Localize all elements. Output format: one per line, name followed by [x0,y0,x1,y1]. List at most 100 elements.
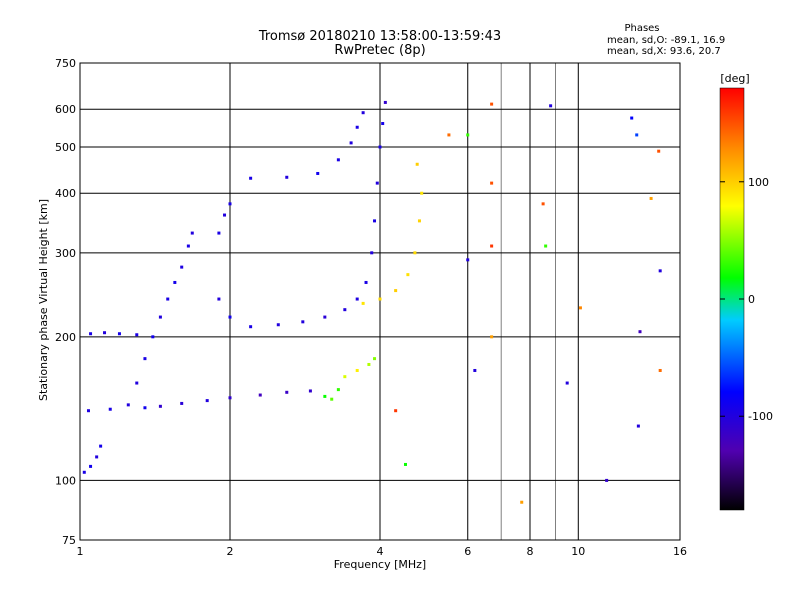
colorbar-ticks: 100 0 -100 [720,176,773,423]
phase-colorbar: [deg] 100 0 -100 [719,72,773,511]
x-tick-label: 8 [527,545,534,558]
y-tick-label: 100 [55,474,76,487]
data-point [158,315,162,319]
data-point [228,202,232,206]
data-point [355,125,359,129]
y-axis-ticks: 75 100 200 300 400 500 600 750 [55,57,76,547]
data-point [466,133,470,137]
x-tick-label: 16 [673,545,687,558]
data-point [370,251,374,255]
data-point [361,111,365,115]
data-point [406,273,410,277]
data-point [143,357,147,361]
data-point [330,397,334,401]
data-point [520,500,524,504]
y-tick-label: 500 [55,141,76,154]
data-point [301,320,305,324]
data-point [151,335,155,339]
data-point [447,133,451,137]
data-point [89,464,93,468]
data-point [308,389,312,393]
data-point [394,409,398,413]
data-point [323,394,327,398]
data-point [490,102,494,106]
data-point [143,406,147,410]
colorbar-label: [deg] [720,72,749,85]
x-axis-label: Frequency [MHz] [334,558,426,571]
data-point [375,181,379,185]
data-point [180,265,184,269]
x-tick-label: 1 [77,545,84,558]
data-point [638,330,642,334]
data-point [117,332,121,336]
x-tick-label: 2 [227,545,234,558]
data-point [249,325,253,329]
data-point [82,470,86,474]
data-point [285,390,289,394]
data-point [95,455,99,459]
data-point [108,407,112,411]
data-point [180,401,184,405]
data-point [103,331,107,335]
y-tick-label: 200 [55,331,76,344]
x-axis-ticks: 1 2 4 6 8 10 16 [77,545,688,558]
data-point [166,297,170,301]
data-point [383,100,387,104]
y-tick-label: 400 [55,187,76,200]
chart-title-line2: RwPretec (8p) [334,43,425,58]
data-point [228,396,232,400]
data-point [258,393,262,397]
data-point [249,176,253,180]
y-tick-label: 300 [55,247,76,260]
data-point [186,244,190,248]
data-point [316,171,320,175]
data-point [285,175,289,179]
data-point [490,244,494,248]
data-point [86,409,90,413]
data-point [381,122,385,126]
colorbar-tick-label: 100 [748,176,769,189]
data-point [413,251,417,255]
data-point [636,424,640,428]
data-point [490,335,494,339]
data-point [173,280,177,284]
phases-title: Phases [624,23,659,34]
data-point [158,404,162,408]
y-tick-label: 600 [55,103,76,116]
data-point [649,196,653,200]
data-point [415,162,419,166]
data-points [82,100,662,504]
data-point [420,191,424,195]
data-point [473,368,477,372]
data-point [373,219,377,223]
data-point [217,297,221,301]
data-point [378,297,382,301]
x-tick-label: 4 [377,545,384,558]
data-point [466,258,470,262]
data-point [658,269,662,273]
data-point [223,213,227,217]
data-point [205,399,209,403]
data-point [565,381,569,385]
data-point [549,104,553,108]
data-point [630,116,634,120]
data-point [378,145,382,149]
data-point [658,368,662,372]
data-point [126,403,130,407]
grid-lines [80,63,680,540]
data-point [361,301,365,305]
data-point [417,219,421,223]
data-point [605,478,609,482]
x-tick-label: 10 [571,545,585,558]
data-point [657,149,661,153]
data-point [355,297,359,301]
data-point [541,202,545,206]
data-point [373,357,377,361]
data-point [323,315,327,319]
data-point [635,133,639,137]
y-tick-label: 75 [62,534,76,547]
data-point [349,141,353,145]
data-point [403,462,407,466]
colorbar-tick-label: 0 [748,293,755,306]
data-point [336,158,340,162]
